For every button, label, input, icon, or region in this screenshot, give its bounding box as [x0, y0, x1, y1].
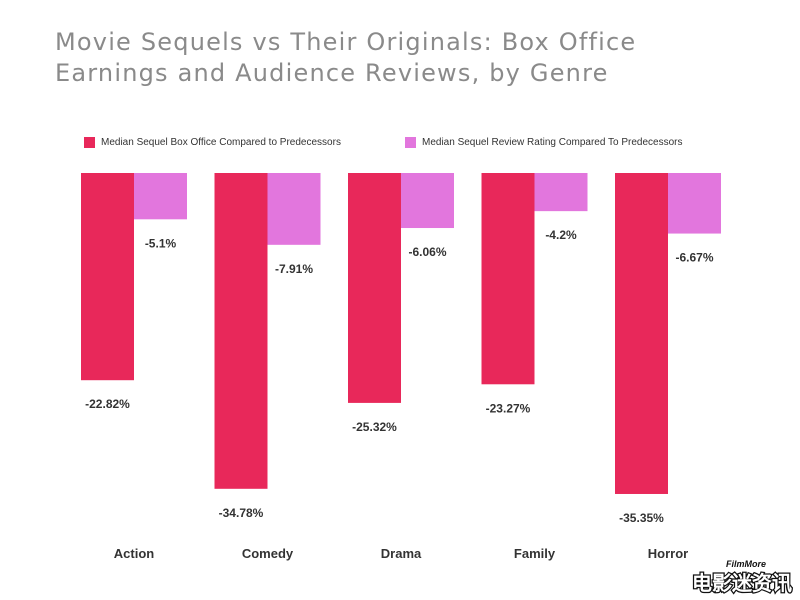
legend-label-review: Median Sequel Review Rating Compared To …	[422, 136, 683, 148]
bar-action-review	[134, 173, 187, 220]
logo-top-text: FilmMore	[726, 559, 766, 569]
data-label-action-box-office: -22.82%	[85, 397, 130, 411]
data-label-drama-review: -6.06%	[408, 245, 446, 259]
bar-family-box-office	[481, 173, 535, 385]
logo-main-text: 电影迷资讯	[692, 571, 792, 595]
legend-swatch-review	[405, 136, 416, 148]
bar-horror-review	[668, 173, 721, 234]
bar-drama-box-office	[348, 173, 401, 403]
data-label-family-review: -4.2%	[545, 228, 577, 242]
data-label-drama-box-office: -25.32%	[352, 420, 397, 434]
category-label-horror: Horror	[648, 546, 688, 561]
legend-swatch-box-office	[84, 136, 95, 148]
legend-item-review: Median Sequel Review Rating Compared To …	[405, 135, 683, 149]
legend-item-box-office: Median Sequel Box Office Compared to Pre…	[84, 135, 341, 149]
data-label-comedy-box-office: -34.78%	[219, 506, 264, 520]
bar-family-review	[534, 173, 588, 212]
filmmore-logo: FilmMore 电影迷资讯	[691, 559, 794, 596]
category-label-action: Action	[114, 546, 155, 561]
data-label-family-box-office: -23.27%	[486, 401, 531, 415]
chart-title-line-2: Earnings and Audience Reviews, by Genre	[55, 59, 609, 87]
bar-drama-review	[401, 173, 454, 229]
chart-title: Movie Sequels vs Their Originals: Box Of…	[55, 27, 755, 89]
data-label-horror-box-office: -35.35%	[619, 511, 664, 525]
bar-action-box-office	[81, 173, 134, 381]
bar-comedy-box-office	[214, 173, 268, 489]
category-label-drama: Drama	[381, 546, 422, 561]
data-label-horror-review: -6.67%	[675, 251, 713, 265]
data-label-action-review: -5.1%	[145, 236, 177, 250]
chart-title-line-1: Movie Sequels vs Their Originals: Box Of…	[55, 28, 637, 56]
data-label-comedy-review: -7.91%	[275, 262, 313, 276]
legend-label-box-office: Median Sequel Box Office Compared to Pre…	[101, 136, 341, 148]
bar-horror-box-office	[615, 173, 668, 494]
category-label-family: Family	[514, 546, 556, 561]
category-label-comedy: Comedy	[242, 546, 294, 561]
bar-comedy-review	[267, 173, 321, 245]
